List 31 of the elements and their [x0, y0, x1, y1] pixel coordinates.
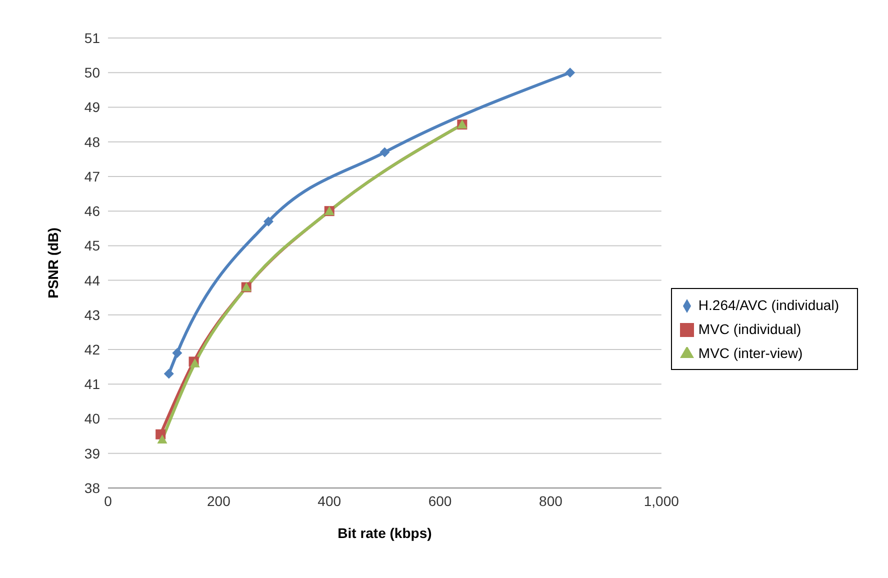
x-tick-label: 400: [318, 492, 342, 509]
y-tick-label: 45: [84, 238, 100, 254]
legend-label: H.264/AVC (individual): [698, 297, 839, 313]
legend-label: MVC (individual): [698, 321, 802, 337]
y-tick-label: 41: [84, 376, 100, 392]
y-axis-title: PSNR (dB): [44, 228, 61, 298]
point: [380, 147, 390, 158]
y-tick-label: 42: [84, 342, 100, 358]
point: [164, 368, 174, 379]
y-tick-label: 50: [84, 64, 100, 81]
y-tick-label: 48: [84, 134, 100, 150]
y-tick-label: 51: [84, 30, 100, 46]
x-axis-title: Bit rate (kbps): [338, 525, 432, 541]
y-tick-label: 46: [84, 203, 100, 220]
x-tick-label: 1,000: [644, 492, 680, 509]
x-tick-label: 600: [428, 492, 452, 509]
point: [565, 68, 576, 78]
y-tick-label: 38: [84, 480, 100, 496]
y-tick-label: 40: [84, 410, 100, 427]
x-tick-label: 0: [104, 492, 112, 509]
y-tick-label: 43: [84, 306, 100, 323]
y-tick-label: 47: [84, 168, 100, 184]
point: [172, 348, 182, 358]
y-tick-label: 44: [84, 272, 100, 288]
x-tick-label: 200: [207, 492, 231, 509]
x-tick-label: 800: [539, 492, 563, 509]
legend-label: MVC (inter-view): [698, 345, 803, 361]
point: [263, 216, 274, 226]
point: [157, 434, 168, 444]
y-tick-label: 39: [84, 445, 100, 462]
y-tick-label: 49: [84, 99, 100, 116]
